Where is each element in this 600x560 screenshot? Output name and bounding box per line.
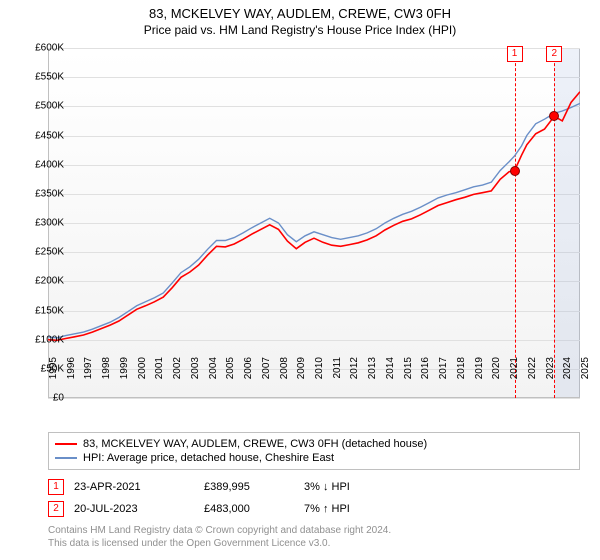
xtick-label: 2002 <box>172 357 183 387</box>
sale-date: 20-JUL-2023 <box>74 503 194 515</box>
xtick-label: 1998 <box>101 357 112 387</box>
ytick-label: £100K <box>22 334 64 345</box>
xtick-label: 1999 <box>119 357 130 387</box>
marker-badge: 2 <box>546 46 562 62</box>
xtick-label: 2025 <box>580 357 591 387</box>
xtick-label: 2017 <box>438 357 449 387</box>
ytick-label: £300K <box>22 218 64 229</box>
xtick-label: 2006 <box>243 357 254 387</box>
xtick-label: 2010 <box>314 357 325 387</box>
xtick-label: 1997 <box>83 357 94 387</box>
ytick-label: £350K <box>22 188 64 199</box>
marker-dot <box>510 166 520 176</box>
xtick-label: 2020 <box>491 357 502 387</box>
series-line-hpi <box>48 103 580 338</box>
xtick-label: 2005 <box>225 357 236 387</box>
legend-item: 83, MCKELVEY WAY, AUDLEM, CREWE, CW3 0FH… <box>55 437 573 451</box>
marker-dot <box>549 111 559 121</box>
ytick-label: £550K <box>22 72 64 83</box>
sale-marker-badge: 1 <box>48 479 64 495</box>
sale-price: £389,995 <box>204 481 294 493</box>
sale-date: 23-APR-2021 <box>74 481 194 493</box>
xtick-label: 2022 <box>527 357 538 387</box>
footer-line: Contains HM Land Registry data © Crown c… <box>48 524 580 537</box>
marker-badge: 1 <box>507 46 523 62</box>
chart-area: 12 <box>48 48 580 398</box>
ytick-label: £250K <box>22 247 64 258</box>
xtick-label: 1996 <box>66 357 77 387</box>
xtick-label: 2011 <box>332 357 343 387</box>
ytick-label: £0 <box>22 393 64 404</box>
xtick-label: 2009 <box>296 357 307 387</box>
table-row: 2 20-JUL-2023 £483,000 7% ↑ HPI <box>48 498 580 520</box>
legend: 83, MCKELVEY WAY, AUDLEM, CREWE, CW3 0FH… <box>48 432 580 470</box>
xtick-label: 2007 <box>261 357 272 387</box>
footer-line: This data is licensed under the Open Gov… <box>48 537 580 550</box>
ytick-label: £150K <box>22 305 64 316</box>
xtick-label: 2001 <box>154 357 165 387</box>
legend-label: 83, MCKELVEY WAY, AUDLEM, CREWE, CW3 0FH… <box>83 438 427 450</box>
xtick-label: 2004 <box>208 357 219 387</box>
xtick-label: 2015 <box>403 357 414 387</box>
ytick-label: £500K <box>22 101 64 112</box>
xtick-label: 2003 <box>190 357 201 387</box>
line-series-svg <box>48 48 580 398</box>
xtick-label: 2013 <box>367 357 378 387</box>
ytick-label: £450K <box>22 130 64 141</box>
chart-container: 83, MCKELVEY WAY, AUDLEM, CREWE, CW3 0FH… <box>0 0 600 560</box>
legend-label: HPI: Average price, detached house, Ches… <box>83 452 334 464</box>
xtick-label: 2016 <box>420 357 431 387</box>
ytick-label: £600K <box>22 43 64 54</box>
ytick-label: £200K <box>22 276 64 287</box>
chart-subtitle: Price paid vs. HM Land Registry's House … <box>0 21 600 37</box>
footer: Contains HM Land Registry data © Crown c… <box>48 524 580 550</box>
sales-table: 1 23-APR-2021 £389,995 3% ↓ HPI 2 20-JUL… <box>48 476 580 520</box>
xtick-label: 2021 <box>509 357 520 387</box>
legend-swatch <box>55 457 77 459</box>
sale-delta: 3% ↓ HPI <box>304 481 394 493</box>
chart-title: 83, MCKELVEY WAY, AUDLEM, CREWE, CW3 0FH <box>0 0 600 21</box>
xtick-label: 2023 <box>545 357 556 387</box>
grid-line <box>48 398 580 399</box>
legend-item: HPI: Average price, detached house, Ches… <box>55 451 573 465</box>
xtick-label: 2012 <box>349 357 360 387</box>
series-line-address <box>48 92 580 340</box>
xtick-label: 2008 <box>279 357 290 387</box>
legend-swatch <box>55 443 77 445</box>
xtick-label: 2019 <box>474 357 485 387</box>
sale-marker-badge: 2 <box>48 501 64 517</box>
sale-delta: 7% ↑ HPI <box>304 503 394 515</box>
xtick-label: 1995 <box>48 357 59 387</box>
xtick-label: 2018 <box>456 357 467 387</box>
xtick-label: 2014 <box>385 357 396 387</box>
table-row: 1 23-APR-2021 £389,995 3% ↓ HPI <box>48 476 580 498</box>
ytick-label: £400K <box>22 159 64 170</box>
xtick-label: 2000 <box>137 357 148 387</box>
xtick-label: 2024 <box>562 357 573 387</box>
sale-price: £483,000 <box>204 503 294 515</box>
